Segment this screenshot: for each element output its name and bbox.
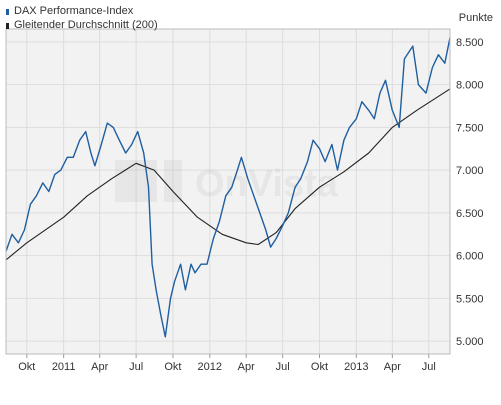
watermark-logo: OnVista [115,160,339,205]
y-tick-label: 8.000 [456,80,484,92]
x-tick-label: 2012 [198,361,222,373]
y-axis-unit-label: Punkte [458,12,493,24]
y-tick-label: 8.500 [456,37,484,49]
y-tick-label: 6.500 [456,208,484,220]
series-line-moving-average [5,88,451,261]
y-tick-label: 5.500 [456,293,484,305]
x-tick-label: Jul [276,361,290,373]
x-tick-label: Okt [164,361,181,373]
chart-legend: DAX Performance-Index Gleitender Durchsc… [6,4,158,32]
y-axis-tick-labels: 5.000 5.500 6.000 6.500 7.000 7.500 8.000 8.500 [456,37,484,348]
x-tick-label: Jul [422,361,436,373]
legend-swatch-dax [6,8,9,15]
x-tick-label: Apr [384,361,401,373]
x-tick-label: 2011 [52,361,76,373]
legend-label-moving-average: Gleitender Durchschnitt (200) [14,19,158,31]
legend-swatch-moving-average [6,22,9,29]
x-tick-label: Okt [18,361,35,373]
series-line-dax [5,37,451,338]
x-tick-label: Okt [311,361,328,373]
x-tick-label: Jul [129,361,143,373]
legend-item-dax: DAX Performance-Index [6,4,158,18]
x-tick-label: Apr [238,361,255,373]
vertical-gridlines [26,29,430,358]
y-tick-label: 7.500 [456,122,484,134]
x-tick-label: Apr [91,361,108,373]
legend-item-moving-average: Gleitender Durchschnitt (200) [6,18,158,32]
legend-label-dax: DAX Performance-Index [14,5,134,17]
y-tick-label: 7.000 [456,165,484,177]
y-tick-label: 6.000 [456,251,484,263]
x-axis-tick-labels: Okt 2011 Apr Jul Okt 2012 Apr Jul Okt 2013 Apr Jul [18,361,436,373]
horizontal-gridlines [6,41,450,342]
plot-area-border [5,28,451,355]
svg-text:OnVista: OnVista [195,163,339,205]
series-layer [5,37,451,338]
y-tick-label: 5.000 [456,336,484,348]
x-tick-label: 2013 [344,361,368,373]
